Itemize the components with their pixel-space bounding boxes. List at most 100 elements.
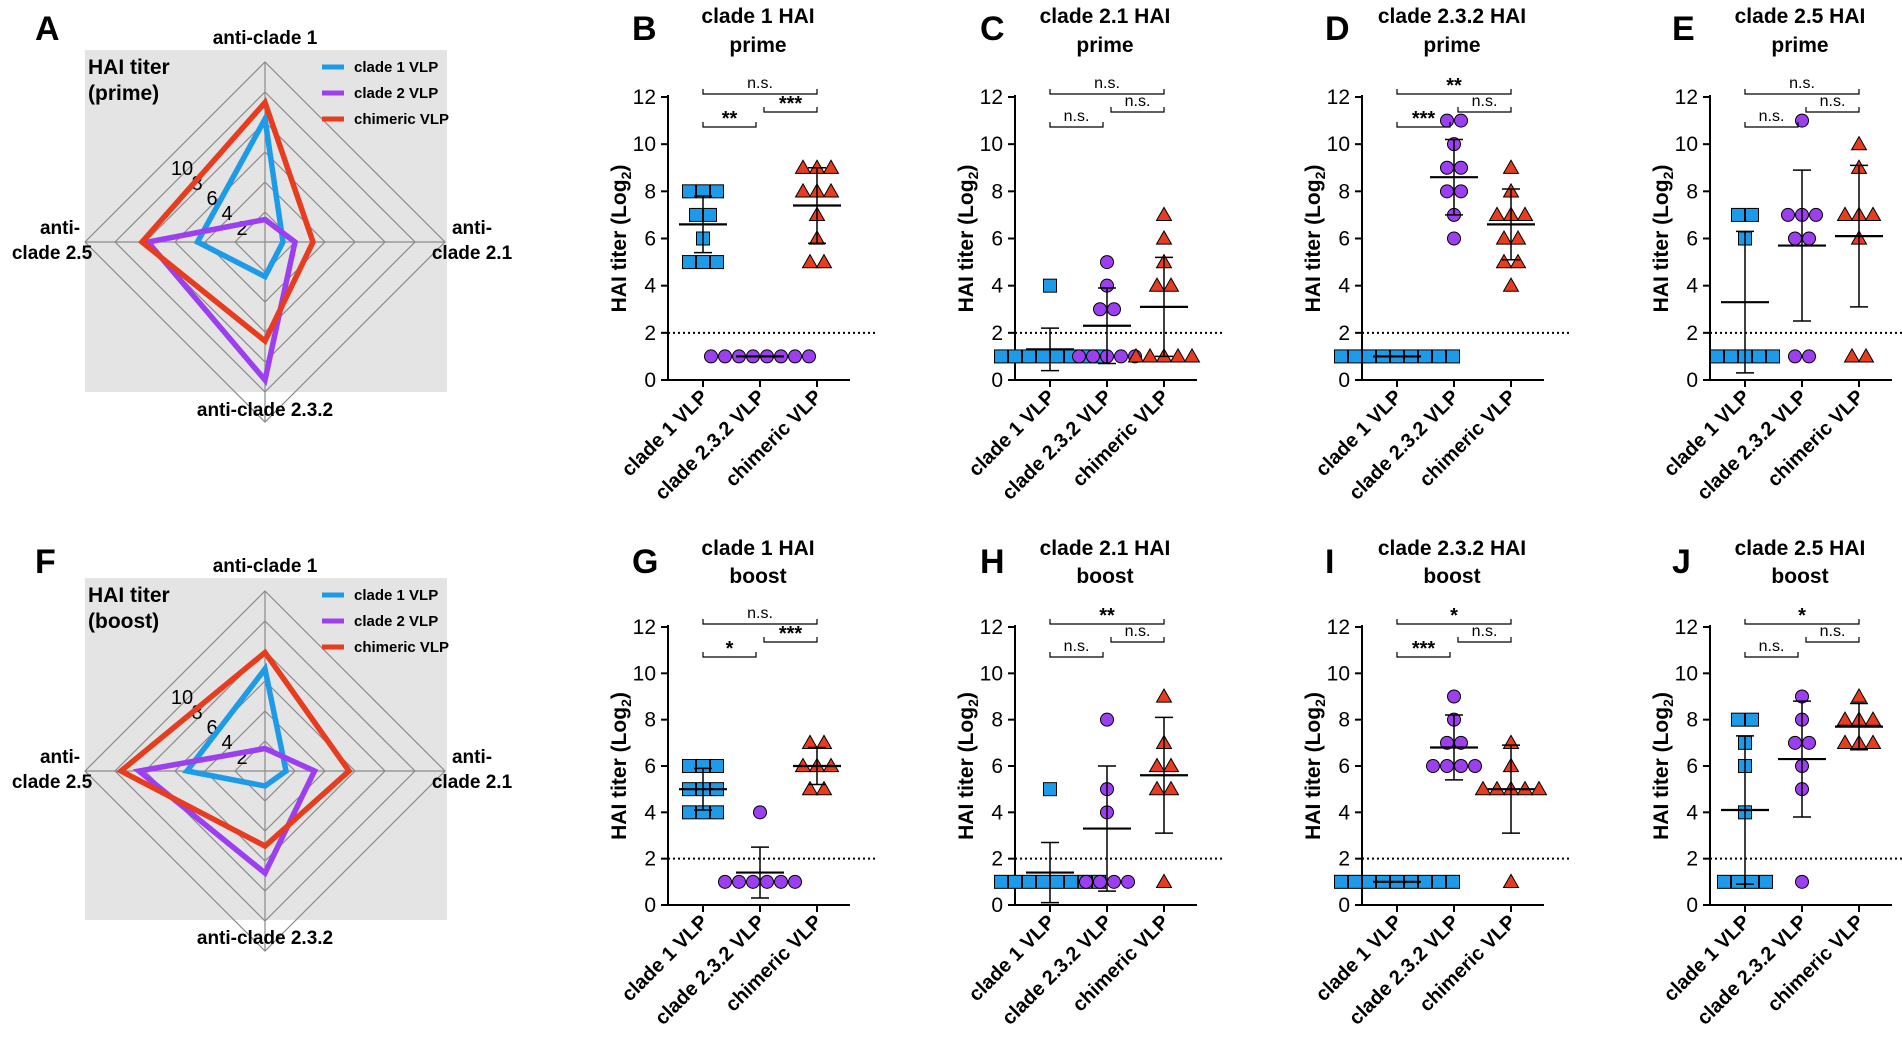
- data-point: [1731, 874, 1745, 889]
- data-point: [815, 734, 833, 749]
- data-point: [1107, 302, 1121, 317]
- data-point: [1864, 734, 1882, 749]
- radar-title: HAI titer: [88, 584, 170, 607]
- data-point: [815, 780, 833, 796]
- data-point: [788, 349, 802, 364]
- data-point: [1745, 874, 1759, 889]
- y-tick-label: 8: [991, 180, 1003, 203]
- y-axis-label-end: ): [1302, 165, 1325, 172]
- y-tick-label: 0: [1686, 369, 1698, 392]
- panel-label: C: [980, 10, 1005, 48]
- panel-title-sub: prime: [1076, 34, 1133, 57]
- y-tick-label: 12: [980, 616, 1003, 639]
- panel-title: clade 2.3.2 HAI: [1378, 537, 1526, 560]
- data-point: [994, 349, 1008, 364]
- data-point: [1836, 206, 1854, 222]
- legend-label: chimeric VLP: [354, 639, 449, 656]
- data-point: [1036, 349, 1050, 364]
- y-tick-label: 0: [991, 894, 1003, 917]
- significance-bracket: [1049, 89, 1165, 95]
- radar-series-chimeric-vlp: [116, 648, 353, 850]
- data-point: [696, 255, 710, 270]
- significance-bracket: [1805, 637, 1860, 643]
- y-tick-label: 4: [1338, 275, 1350, 298]
- y-axis-label: HAI titer (Log2): [1650, 165, 1676, 313]
- axis-label-bottom: anti-clade 2.3.2: [197, 400, 333, 421]
- y-tick-label: 6: [644, 228, 656, 251]
- significance-label: n.s.: [1759, 108, 1785, 125]
- y-tick-label: 12: [1675, 616, 1698, 639]
- legend-label: clade 1 VLP: [354, 59, 438, 76]
- data-point: [1850, 135, 1868, 151]
- y-tick-label: 0: [644, 369, 656, 392]
- significance-bracket: [702, 652, 757, 658]
- axis-label-left: anti-: [40, 747, 80, 768]
- radar-ring-label: 10: [171, 158, 193, 180]
- panel-title: clade 2.3.2 HAI: [1378, 5, 1526, 28]
- radar-series-chimeric-vlp: [138, 97, 316, 346]
- data-point: [1050, 874, 1064, 889]
- y-axis-label-end: ): [1650, 165, 1673, 172]
- panel-title-sub: prime: [1771, 34, 1828, 57]
- y-axis-label-end: ): [608, 692, 631, 699]
- radar-title: HAI titer: [88, 56, 170, 79]
- data-point: [1864, 711, 1882, 726]
- y-axis-label-subscript: 2: [1660, 699, 1676, 707]
- data-point: [1107, 874, 1121, 889]
- y-tick-label: 6: [644, 755, 656, 778]
- data-point: [1454, 113, 1468, 128]
- data-point: [1022, 874, 1036, 889]
- significance-label: n.s.: [1064, 638, 1090, 655]
- data-point: [1036, 874, 1050, 889]
- data-point: [1050, 349, 1064, 364]
- data-point: [1857, 347, 1875, 363]
- y-tick-label: 4: [644, 801, 656, 824]
- significance-label: n.s.: [747, 75, 773, 92]
- y-tick-label: 10: [980, 662, 1003, 685]
- significance-label: ***: [1412, 108, 1436, 130]
- y-axis-label-end: ): [955, 165, 978, 172]
- data-point: [1759, 874, 1773, 889]
- data-point: [822, 159, 840, 174]
- y-tick-label: 2: [991, 322, 1003, 345]
- y-axis-label-main: HAI titer (Log: [1302, 707, 1325, 840]
- axis-label-right: anti-: [452, 747, 492, 768]
- data-point: [1788, 735, 1802, 750]
- data-point: [1072, 349, 1086, 364]
- panel-title: clade 1 HAI: [701, 5, 814, 28]
- significance-label: n.s.: [1820, 93, 1846, 110]
- y-tick-label: 12: [1327, 616, 1350, 639]
- y-tick-label: 8: [1686, 180, 1698, 203]
- data-point: [710, 805, 724, 820]
- data-point: [774, 874, 788, 889]
- y-tick-label: 0: [644, 894, 656, 917]
- legend-label: clade 2 VLP: [354, 85, 438, 102]
- data-point: [1155, 229, 1173, 245]
- axis-label-left-2: clade 2.5: [12, 772, 93, 793]
- significance-label: n.s.: [1125, 93, 1151, 110]
- data-point: [802, 349, 816, 364]
- significance-label: n.s.: [1472, 623, 1498, 640]
- y-axis-label: HAI titer (Log2): [608, 692, 634, 840]
- y-tick-label: 6: [1338, 228, 1350, 251]
- data-point: [1864, 206, 1882, 222]
- data-point: [801, 780, 819, 796]
- y-axis-label-subscript: 2: [1312, 699, 1328, 707]
- panel-label: D: [1325, 10, 1350, 48]
- data-point: [1495, 253, 1513, 269]
- data-point: [1127, 347, 1145, 363]
- data-point: [1100, 255, 1114, 270]
- data-point: [1148, 277, 1166, 292]
- significance-bracket: [702, 619, 818, 625]
- y-tick-label: 4: [1686, 801, 1698, 824]
- y-tick-label: 10: [1675, 662, 1698, 685]
- axis-label-right-2: clade 2.1: [432, 772, 513, 793]
- data-point: [1454, 184, 1468, 199]
- data-point: [1850, 687, 1868, 703]
